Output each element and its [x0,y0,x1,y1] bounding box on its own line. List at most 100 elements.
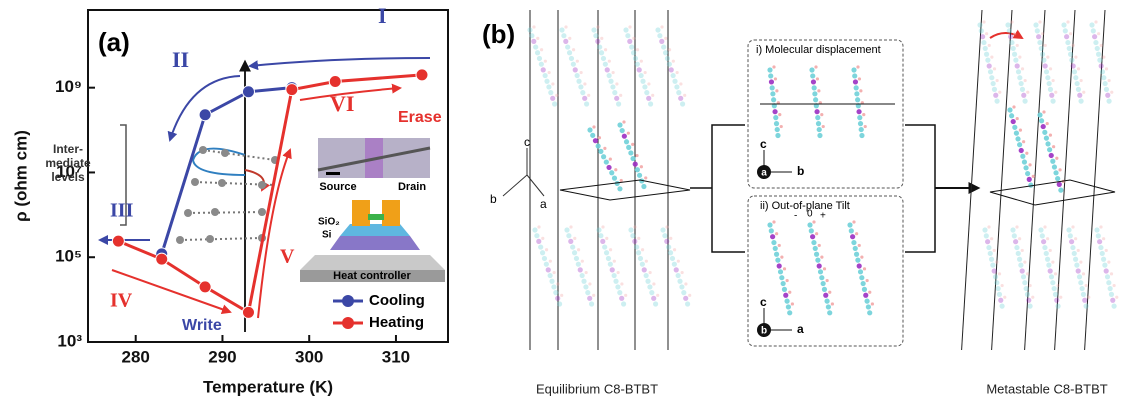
atom [817,263,822,268]
atom [1051,261,1054,264]
atom [677,279,682,284]
atom [791,302,794,305]
atom [1053,292,1058,297]
atom [1078,280,1083,285]
atom [1022,159,1027,164]
atom [1023,165,1028,170]
atom [1042,110,1045,113]
atom [1044,251,1049,256]
atom [603,147,606,150]
atom [769,228,774,233]
atom [645,279,650,284]
atom [859,127,864,132]
atom [605,237,608,240]
axis-letter: a [797,322,804,336]
atom [619,94,622,97]
annotation: IV [110,290,133,312]
atom [667,62,672,67]
atom [1035,28,1040,33]
atom [990,237,993,240]
atom [589,301,594,306]
atom [631,50,636,55]
atom [628,150,633,155]
atom [777,263,782,268]
atom [1013,32,1016,35]
atom [1082,91,1085,94]
atom [1024,286,1029,291]
atom [1050,159,1055,164]
atom [858,121,863,126]
atom [609,157,612,160]
atom [537,225,540,228]
atom [657,33,662,38]
atom [531,39,536,44]
atom [998,272,1001,275]
atom [774,121,779,126]
atom [663,50,668,55]
atom [861,281,866,286]
atom [857,115,862,120]
atom [1107,261,1110,264]
atom [1087,296,1090,299]
annotation: Erase [398,109,442,126]
atom [769,79,774,84]
atom [857,263,862,268]
atom [561,33,566,38]
atom [1018,56,1021,59]
legend-marker [342,295,354,307]
atom [607,73,612,78]
atom [990,56,993,59]
atom [587,296,592,301]
atom [538,244,543,249]
atom [1105,274,1110,279]
atom [1017,142,1022,147]
annotation: mediate [45,156,91,170]
atom [1039,46,1044,51]
atom [782,287,787,292]
inset-label: SiO₂ [318,217,340,228]
atom [1050,280,1055,285]
atom [812,85,817,90]
atom [568,37,571,40]
atom [640,262,645,267]
atom [826,304,831,309]
atom [625,33,630,38]
atom [624,139,629,144]
atom [674,267,679,272]
atom [992,268,997,273]
atom [982,20,985,23]
atom [1038,227,1043,232]
atom [609,248,612,251]
atom [778,269,783,274]
atom [593,33,598,38]
y-tick-label: 10⁵ [55,247,82,266]
atom [590,133,595,138]
atom [1048,268,1053,273]
atom [1015,63,1020,68]
annotation: I [378,3,387,28]
atom [596,25,599,28]
atom [1050,99,1055,104]
atom [1049,134,1052,137]
atom [1026,272,1029,275]
atom [600,37,603,40]
atom [573,67,578,72]
atom [1074,237,1077,240]
atom [585,290,590,295]
atom [662,233,667,238]
data-point [156,253,168,265]
atom [564,227,569,232]
atom [533,44,538,49]
atom [811,240,816,245]
atom [596,227,601,232]
atom [816,121,821,126]
atom [981,40,986,45]
atom [1094,227,1099,232]
atom [550,96,555,101]
atom [608,60,611,63]
atom [551,82,554,85]
atom [1011,119,1016,124]
atom [814,252,819,257]
legend-label: Cooling [369,292,425,309]
atom [1049,249,1052,252]
